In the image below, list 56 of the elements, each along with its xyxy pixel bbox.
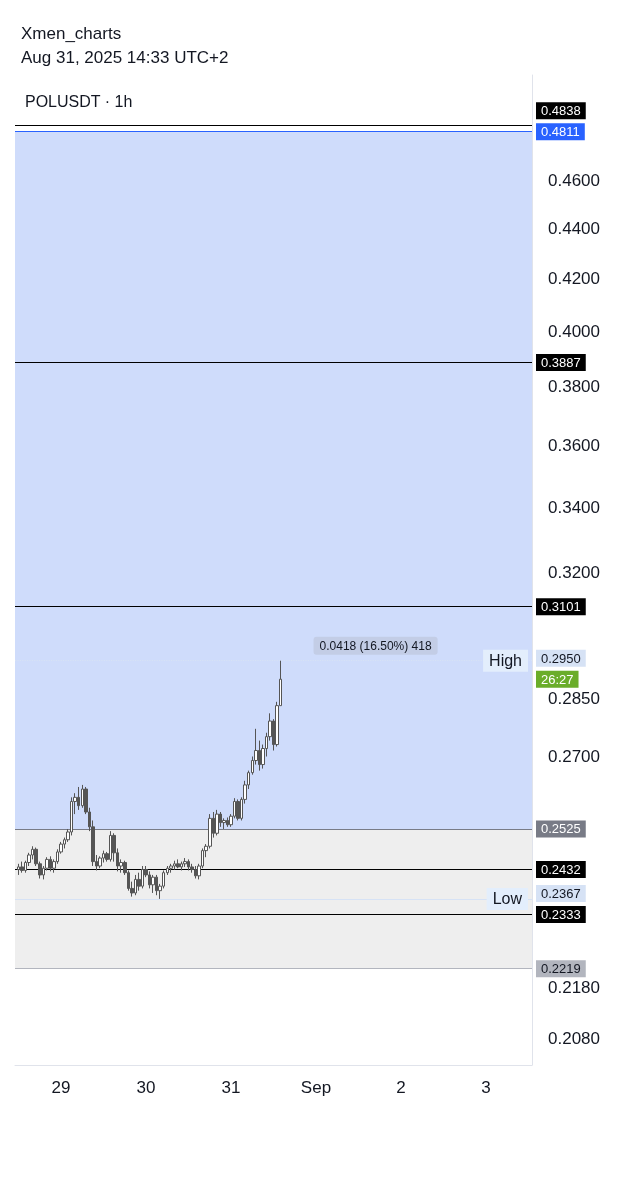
y-tick-label: 0.2080 xyxy=(548,1029,600,1049)
y-tick-label: 0.2700 xyxy=(548,747,600,767)
ref-line-label: 0.2333 xyxy=(541,907,581,923)
y-tick-label: 0.4000 xyxy=(548,321,600,341)
y-tick-label: 0.3600 xyxy=(548,435,600,455)
x-tick-label: Sep xyxy=(300,1078,332,1097)
candlestick xyxy=(155,874,158,896)
ref-line-label: 0.2950 xyxy=(541,650,581,666)
text: 26:27 xyxy=(541,671,574,687)
candlestick xyxy=(183,857,187,868)
candlestick xyxy=(20,861,24,874)
candlestick xyxy=(98,855,102,869)
ref-line-label: 0.2525 xyxy=(541,821,581,837)
text: POLUSDT · 1h xyxy=(25,92,133,110)
ref-line-label: 0.4811 xyxy=(541,124,580,140)
x-tick-label: 29 xyxy=(51,1078,71,1097)
candlestick xyxy=(148,870,151,889)
y-tick-label: 0.4400 xyxy=(548,218,600,238)
candlestick xyxy=(236,798,240,821)
ref-line-label: 0.2432 xyxy=(541,862,581,878)
candlestick xyxy=(180,861,183,871)
ref-line-label: 0.2367 xyxy=(541,886,581,902)
candlestick xyxy=(215,809,219,836)
ref-line-label: 0.3887 xyxy=(541,354,581,370)
candlestick xyxy=(194,865,197,880)
candlestick xyxy=(77,786,80,811)
y-tick-label: 0.4200 xyxy=(548,269,600,289)
x-tick-label: 2 xyxy=(396,1078,406,1097)
candlestick xyxy=(141,865,144,889)
annotation: 0.0418 (16.50%) 418 xyxy=(319,638,432,653)
candlestick xyxy=(109,830,112,863)
candlestick xyxy=(49,855,52,872)
x-tick-label: 31 xyxy=(221,1078,241,1097)
candlestick xyxy=(173,860,176,871)
annotation: Low xyxy=(492,890,523,908)
y-tick-label: 0.4600 xyxy=(548,170,600,190)
y-tick-label: 0.3400 xyxy=(548,497,600,517)
x-tick-label: 3 xyxy=(481,1078,491,1097)
candlestick xyxy=(169,863,173,874)
chart-subtitle: Xmen_charts xyxy=(21,24,122,43)
ref-line-label: 0.2219 xyxy=(541,961,581,977)
y-tick-label: 0.3200 xyxy=(548,563,600,583)
ref-line-label: 0.3101 xyxy=(541,599,581,615)
candlestick xyxy=(187,858,190,871)
y-tick-label: 0.2180 xyxy=(548,978,600,998)
annotation: High xyxy=(489,652,522,670)
candlestick xyxy=(176,858,180,869)
text: Aug 31, 2025 14:33 UTC+2 xyxy=(21,48,229,67)
candlestick xyxy=(17,863,20,876)
y-tick-label: 0.3800 xyxy=(548,377,600,397)
candlestick xyxy=(134,874,137,896)
y-tick-label: 0.2850 xyxy=(548,688,600,708)
x-tick-label: 30 xyxy=(136,1078,156,1097)
candlestick xyxy=(226,816,229,828)
ref-line-label: 0.4838 xyxy=(541,103,581,119)
candlestick xyxy=(151,874,155,894)
